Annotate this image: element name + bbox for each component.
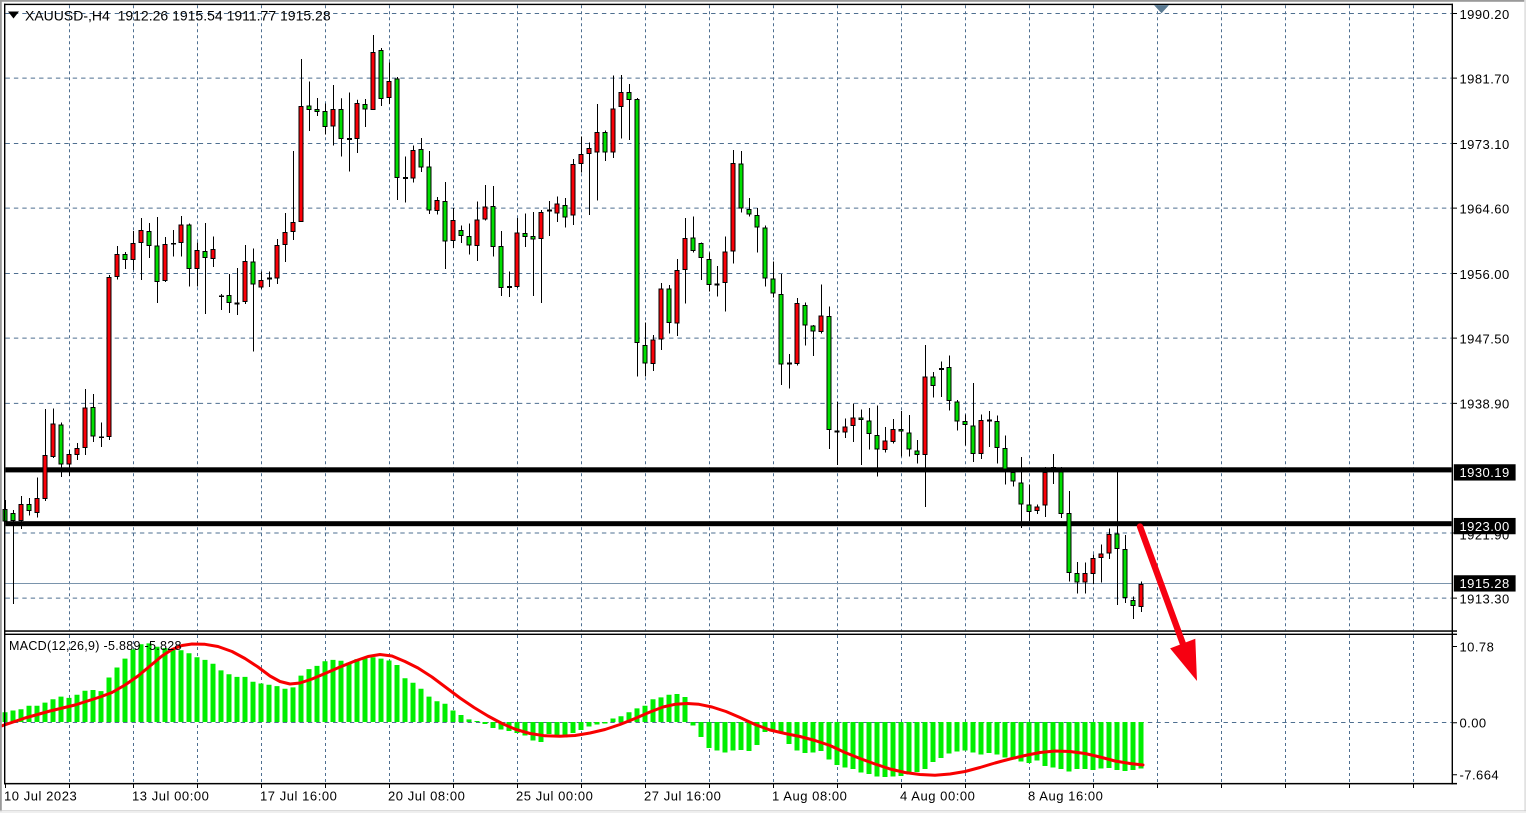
svg-text:1947.50: 1947.50 <box>1460 332 1510 347</box>
svg-text:1 Aug 08:00: 1 Aug 08:00 <box>772 789 847 804</box>
svg-text:-7.664: -7.664 <box>1460 768 1500 783</box>
svg-text:0.00: 0.00 <box>1460 716 1487 731</box>
svg-text:27 Jul 16:00: 27 Jul 16:00 <box>644 789 721 804</box>
svg-text:1956.00: 1956.00 <box>1460 267 1510 282</box>
svg-text:10 Jul 2023: 10 Jul 2023 <box>4 789 77 804</box>
svg-text:17 Jul 16:00: 17 Jul 16:00 <box>260 789 337 804</box>
svg-text:1915.28: 1915.28 <box>1460 576 1510 591</box>
svg-text:25 Jul 00:00: 25 Jul 00:00 <box>516 789 593 804</box>
svg-text:20 Jul 08:00: 20 Jul 08:00 <box>388 789 465 804</box>
svg-text:1913.30: 1913.30 <box>1460 592 1510 607</box>
svg-text:1973.10: 1973.10 <box>1460 137 1510 152</box>
svg-text:4 Aug 00:00: 4 Aug 00:00 <box>900 789 975 804</box>
svg-text:1923.00: 1923.00 <box>1460 519 1510 534</box>
svg-text:XAUUSD-,H4 1912.26 1915.54 19: XAUUSD-,H4 1912.26 1915.54 1911.77 1915.… <box>25 8 331 24</box>
svg-text:13 Jul 00:00: 13 Jul 00:00 <box>132 789 209 804</box>
svg-text:1981.70: 1981.70 <box>1460 72 1510 87</box>
svg-text:1930.19: 1930.19 <box>1460 465 1510 480</box>
svg-text:MACD(12,26,9) -5.889 -5.828: MACD(12,26,9) -5.889 -5.828 <box>9 639 182 653</box>
svg-text:1938.90: 1938.90 <box>1460 397 1510 412</box>
svg-text:1990.20: 1990.20 <box>1460 7 1510 22</box>
svg-text:1964.60: 1964.60 <box>1460 202 1510 217</box>
svg-text:10.78: 10.78 <box>1460 639 1495 654</box>
svg-text:8 Aug 16:00: 8 Aug 16:00 <box>1028 789 1103 804</box>
